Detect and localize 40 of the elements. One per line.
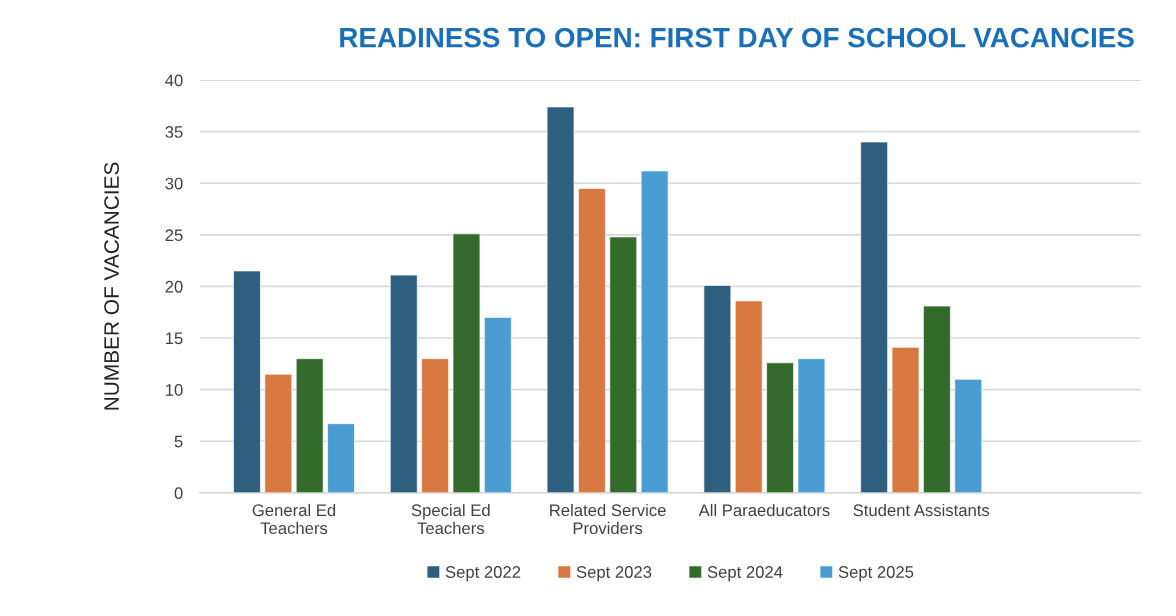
bar <box>452 233 481 493</box>
y-tick-label: 35 <box>165 126 183 138</box>
y-tick-label: 20 <box>165 280 183 293</box>
legend-label: Sept 2025 <box>838 566 914 582</box>
bar <box>233 270 261 493</box>
y-tick-label: 25 <box>165 229 183 242</box>
bar <box>797 358 826 493</box>
y-tick-label: 30 <box>165 177 183 190</box>
bar <box>766 362 794 493</box>
bar <box>484 317 512 493</box>
bar <box>327 423 355 493</box>
bar <box>264 373 293 493</box>
x-tick-label: Related Service Providers <box>550 503 666 535</box>
y-tick-label: 10 <box>165 384 183 396</box>
bar <box>703 285 732 493</box>
bar <box>640 170 669 493</box>
y-tick-label: 0 <box>174 487 183 499</box>
y-tick-label: 15 <box>165 332 183 345</box>
bar <box>578 188 606 493</box>
bar <box>546 106 575 493</box>
x-tick-label: Special Ed Teachers <box>411 503 490 535</box>
chart-title: READINESS TO OPEN: FIRST DAY OF SCHOOL VACANCIES <box>340 27 1134 48</box>
bar <box>609 236 638 493</box>
bar <box>923 305 951 493</box>
legend-label: Sept 2023 <box>576 566 652 582</box>
bar <box>295 358 324 493</box>
x-tick-label: General Ed Teachers <box>252 503 336 535</box>
y-axis-title: NUMBER OF VACANCIES <box>104 162 119 410</box>
bar <box>891 346 920 493</box>
legend-label: Sept 2024 <box>707 566 783 582</box>
x-tick-label: Student Assistants <box>853 503 990 517</box>
x-tick-label: All Paraeducators <box>698 503 830 517</box>
bar <box>389 274 418 493</box>
bar <box>860 141 888 493</box>
y-tick-label: 40 <box>165 74 183 87</box>
bar <box>421 358 449 493</box>
bar <box>954 378 983 493</box>
bar <box>734 300 763 493</box>
legend-label: Sept 2022 <box>445 566 521 582</box>
y-tick-label: 5 <box>174 435 183 448</box>
